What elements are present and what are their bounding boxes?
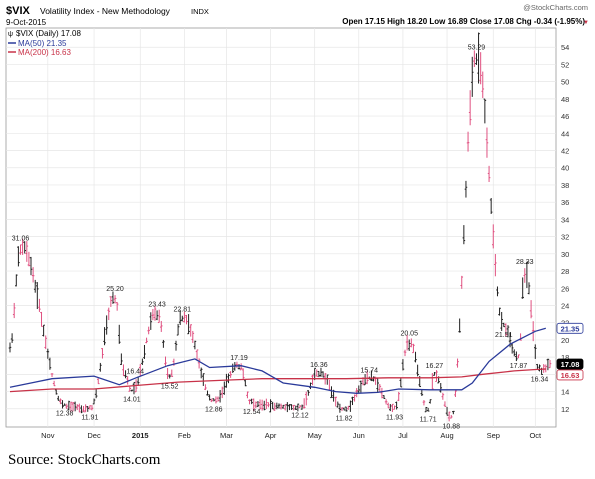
y-tick-label: 26 <box>561 284 569 293</box>
data-label: 16.27 <box>426 363 444 370</box>
chart-symbol: $VIX <box>6 5 31 17</box>
legend-ma200: MA(200) 16.63 <box>18 48 71 57</box>
y-tick-label: 30 <box>561 250 569 259</box>
y-tick-label: 36 <box>561 198 569 207</box>
data-label: 12.38 <box>56 411 74 418</box>
legend-vix: $VIX (Daily) 17.08 <box>16 29 81 38</box>
data-label: 14.01 <box>123 396 141 403</box>
data-label: 53.29 <box>468 44 486 51</box>
y-tick-label: 28 <box>561 267 569 276</box>
x-tick-label: 2015 <box>132 431 149 440</box>
x-tick-label: Jun <box>353 431 365 440</box>
legend-vix-icon: ψ <box>8 31 13 38</box>
data-label: 28.33 <box>516 259 534 266</box>
data-label: 20.05 <box>400 330 418 337</box>
data-label: 12.86 <box>205 406 223 413</box>
data-label: 16.34 <box>531 376 549 383</box>
y-tick-label: 24 <box>561 301 569 310</box>
chart-exchange: INDX <box>191 7 209 16</box>
price-badge-box <box>556 322 584 334</box>
chart-legend: $VIX (Daily) 17.08 ψ MA(50) 21.35 MA(200… <box>8 29 81 57</box>
y-tick-label: 20 <box>561 336 569 345</box>
chg-down-icon: ▼ <box>583 20 589 26</box>
data-label: 22.81 <box>174 307 192 314</box>
source-caption: Source: StockCharts.com <box>8 452 161 468</box>
chart-name: Volatility Index - New Methodology <box>40 6 171 16</box>
y-tick-label: 48 <box>561 95 569 104</box>
data-label: 31.06 <box>12 236 30 243</box>
y-tick-label: 18 <box>561 353 569 362</box>
data-label: 11.71 <box>420 416 437 423</box>
chart-watermark: @StockCharts.com <box>523 3 588 12</box>
vix-chart: $VIX Volatility Index - New Methodology … <box>5 3 589 440</box>
y-tick-label: 50 <box>561 78 569 87</box>
data-label: 10.88 <box>442 423 460 430</box>
data-label: 12.12 <box>291 413 309 420</box>
x-tick-label: Apr <box>265 431 277 440</box>
data-label: 15.52 <box>161 383 179 390</box>
y-tick-label: 44 <box>561 129 569 138</box>
ma50-line <box>9 327 546 394</box>
y-tick-label: 34 <box>561 215 569 224</box>
data-label: 15.74 <box>361 368 379 375</box>
data-label: 17.87 <box>510 363 528 370</box>
data-label: 16.36 <box>310 362 328 369</box>
x-tick-label: Dec <box>87 431 101 440</box>
data-label: 17.19 <box>230 355 248 362</box>
x-tick-label: Sep <box>487 431 500 440</box>
data-label: 16.44 <box>126 369 144 376</box>
chart-ohlc: Open 17.15 High 18.20 Low 16.89 Close 17… <box>342 17 585 26</box>
data-label: 12.54 <box>243 409 261 416</box>
x-tick-label: Feb <box>178 431 191 440</box>
y-tick-label: 40 <box>561 164 569 173</box>
data-label: 21.51 <box>495 332 513 339</box>
data-label: 23.43 <box>148 301 166 308</box>
x-tick-label: Aug <box>440 431 453 440</box>
price-badge-label: 21.35 <box>561 324 580 333</box>
y-tick-label: 32 <box>561 233 569 242</box>
y-tick-label: 52 <box>561 60 569 69</box>
x-tick-label: Mar <box>220 431 233 440</box>
chart-date: 9-Oct-2015 <box>6 18 47 27</box>
x-tick-label: Nov <box>41 431 55 440</box>
y-tick-label: 38 <box>561 181 569 190</box>
data-label: 11.82 <box>336 415 353 422</box>
data-label: 25.20 <box>106 286 124 293</box>
y-tick-label: 54 <box>561 43 569 52</box>
x-tick-label: Oct <box>529 431 542 440</box>
plot-area <box>5 27 557 428</box>
price-badge-label: 16.63 <box>561 371 580 380</box>
ma200-line <box>9 368 546 393</box>
x-tick-label: Jul <box>398 431 408 440</box>
x-tick-label: May <box>308 431 322 440</box>
price-badge-box <box>556 369 584 381</box>
y-tick-label: 46 <box>561 112 569 121</box>
legend-ma50: MA(50) 21.35 <box>18 39 67 48</box>
price-badge-box <box>556 358 584 370</box>
price-badge-label: 17.08 <box>561 360 580 369</box>
y-tick-label: 42 <box>561 147 569 156</box>
y-tick-label: 12 <box>561 405 569 414</box>
y-tick-label: 14 <box>561 388 569 397</box>
data-label: 11.91 <box>81 415 98 422</box>
data-label: 11.93 <box>386 414 403 421</box>
